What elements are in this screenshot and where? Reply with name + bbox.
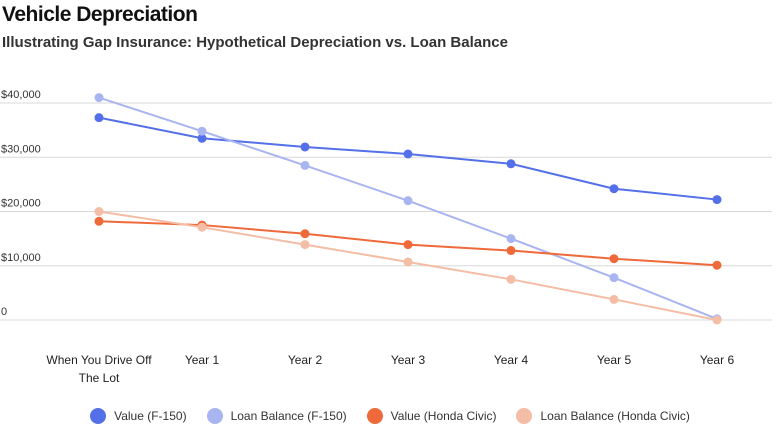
legend-item[interactable]: Value (Honda Civic) [366,408,497,424]
legend-item[interactable]: Loan Balance (F-150) [206,408,347,424]
legend-label: Value (F-150) [114,409,187,423]
x-tick-label-line: When You Drive Off [46,353,152,367]
legend-item[interactable]: Loan Balance (Honda Civic) [516,408,690,424]
series-2 [94,93,722,324]
data-point [94,93,104,103]
legend-label: Loan Balance (F-150) [230,409,347,423]
data-point [94,207,104,216]
data-point [300,160,310,170]
data-point [94,113,104,123]
data-point [300,142,310,152]
x-tick-label-line: Year 5 [597,353,632,367]
x-tick-label: Year 2 [288,353,323,367]
legend-marker-icon [366,408,383,424]
data-point [197,222,207,232]
data-point [300,240,310,250]
y-tick-label: $10,000 [1,252,41,264]
data-point [712,315,722,325]
data-point [506,274,516,284]
y-tick-label: 0 [1,306,7,318]
chart-subtitle: Illustrating Gap Insurance: Hypothetical… [2,34,508,51]
series-line [98,96,718,320]
x-tick-label: Year 5 [597,353,632,367]
legend-marker-icon [206,408,223,424]
data-point [609,254,619,264]
data-point [94,216,104,226]
x-tick-label-line: The Lot [79,371,120,385]
x-tick-label: When You Drive Off The Lot [46,353,152,385]
x-tick-label: Year 6 [700,353,735,367]
data-point [197,133,207,143]
y-tick-label: $20,000 [1,198,41,210]
data-point [197,126,207,136]
data-point [609,273,619,283]
line-chart: 0 $10,000 $20,000 $30,000 $40,000 When You D… [0,89,772,385]
data-point [506,246,516,256]
x-tick-label: Year 3 [391,353,426,367]
chart-title: Vehicle Depreciation [2,3,198,26]
series-line [98,116,718,201]
x-tick-label-line: Year 2 [288,353,323,367]
y-tick-label: $40,000 [1,89,41,101]
x-tick-label-line: Year 3 [391,353,426,367]
data-point [403,196,413,206]
x-tick-label: Year 4 [494,353,529,367]
legend-marker-icon [90,408,107,424]
x-tick-label: Year 1 [185,353,220,367]
data-point [712,195,722,205]
y-tick-label: $30,000 [1,143,41,155]
data-point [609,294,619,304]
data-point [609,184,619,194]
chart-legend: Value (F-150) Loan Balance (F-150) Value (… [0,408,780,424]
legend-label: Loan Balance (Honda Civic) [540,409,690,423]
legend-label: Value (Honda Civic) [390,409,497,423]
data-point [403,240,413,250]
data-point [403,149,413,159]
series-1 [94,113,722,205]
x-tick-label-line: Year 6 [700,353,735,367]
series-4 [94,207,722,325]
legend-item[interactable]: Value (F-150) [90,408,187,424]
data-point [712,260,722,270]
data-point [403,257,413,267]
x-tick-label-line: Year 4 [494,353,529,367]
x-tick-label-line: Year 1 [185,353,220,367]
data-point [506,234,516,244]
data-point [506,159,516,169]
legend-marker-icon [516,408,533,424]
data-point [300,229,310,239]
